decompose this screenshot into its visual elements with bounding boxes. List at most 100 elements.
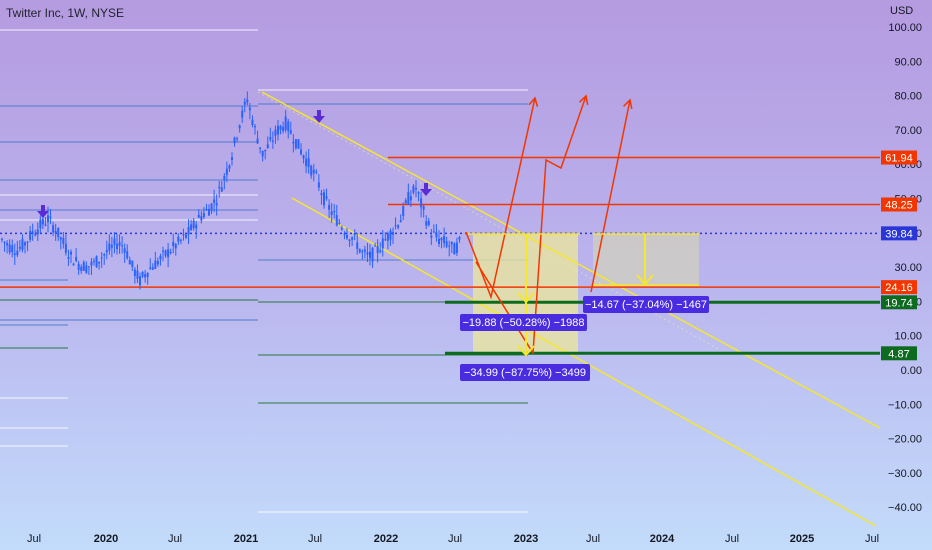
candle-body [172, 241, 175, 247]
candle-body [389, 230, 392, 240]
candle-body [386, 233, 389, 241]
candle-body [279, 125, 282, 130]
candle-body [36, 229, 39, 235]
candle-body [392, 231, 394, 235]
candle-body [213, 199, 216, 203]
candle-body [139, 276, 141, 286]
candle-body [167, 249, 170, 258]
x-tick-label: 2025 [790, 533, 814, 545]
candle-body [144, 274, 147, 278]
candle-body [202, 213, 205, 217]
candle-body [430, 235, 433, 238]
candle-body [108, 243, 111, 251]
candle-body [90, 261, 93, 266]
candle-body [402, 206, 405, 216]
candle-body [215, 203, 218, 206]
x-tick-label: Jul [865, 533, 879, 545]
candle-body [59, 237, 62, 240]
candle-body [113, 238, 116, 245]
x-tick-label: Jul [308, 533, 322, 545]
price-tag-bg [881, 150, 917, 165]
candle-body [340, 227, 343, 230]
candle-body [415, 188, 417, 190]
candle-body [358, 249, 361, 253]
measure-arrowhead [517, 345, 535, 357]
candle-body [210, 203, 213, 211]
forecast-path [465, 97, 536, 300]
candle-body [121, 245, 124, 247]
candle-body [3, 241, 6, 243]
candle-body [197, 214, 200, 218]
price-tag-4.87[interactable]: 4.87 [881, 346, 917, 361]
forecast-path [590, 99, 631, 293]
candle-body [394, 225, 397, 227]
candle-body [425, 221, 428, 226]
candle-body [200, 216, 203, 221]
candle-body [208, 208, 210, 216]
candle-body [438, 238, 440, 245]
candle-body [95, 256, 98, 268]
candle-body [412, 185, 415, 193]
candle-body [379, 250, 382, 253]
candle-body [445, 241, 448, 247]
candle-body [26, 241, 29, 243]
measure-label-bg [460, 364, 590, 381]
candle-body [128, 259, 131, 265]
price-tag-48.25[interactable]: 48.25 [881, 197, 917, 212]
measure-label: −14.67 (−37.04%) −1467 [583, 296, 709, 313]
candle-body [259, 147, 262, 149]
candle-body [348, 239, 351, 241]
candle-body [274, 129, 277, 136]
candle-body [271, 140, 274, 142]
candle-body [149, 267, 152, 269]
candle-body [131, 260, 134, 267]
candle-body [458, 236, 461, 240]
candle-body [325, 196, 328, 199]
candle-body [320, 193, 323, 196]
candle-body [146, 272, 149, 278]
candle-body [254, 126, 256, 128]
price-tag-19.74[interactable]: 19.74 [881, 295, 917, 310]
candle-body [11, 245, 14, 253]
candle-body [420, 198, 423, 208]
candle-body [297, 139, 300, 149]
candle-body [338, 222, 341, 224]
candle-body [453, 243, 456, 255]
x-tick-label: 2021 [234, 533, 258, 545]
price-tag-61.94[interactable]: 61.94 [881, 150, 917, 165]
candle-body [169, 251, 172, 254]
candle-body [123, 248, 126, 253]
candle-body [236, 138, 239, 140]
candle-body [187, 227, 190, 235]
candle-body [77, 263, 80, 270]
candle-body [49, 216, 52, 218]
candle-body [44, 224, 47, 226]
candle-body [133, 269, 136, 277]
candle-body [75, 256, 78, 261]
candle-body [231, 157, 233, 160]
y-tick-label: −20.00 [888, 434, 922, 446]
candle-body [62, 237, 65, 244]
candle-body [205, 208, 208, 210]
candle-body [305, 158, 308, 167]
candle-body [98, 261, 101, 264]
candle-body [47, 215, 49, 223]
x-tick-label: Jul [725, 533, 739, 545]
y-tick-label: 0.00 [901, 365, 922, 377]
candle-body [116, 243, 118, 249]
candle-body [164, 250, 167, 256]
price-tag-24.16[interactable]: 24.16 [881, 280, 917, 295]
measure-label-text: −14.67 (−37.04%) −1467 [585, 299, 707, 311]
price-tag-bg [881, 197, 917, 212]
candle-body [397, 225, 400, 228]
candle-body [264, 149, 267, 152]
y-tick-label: 80.00 [894, 91, 922, 103]
candle-body [118, 242, 121, 246]
candle-body [82, 261, 85, 271]
candle-body [353, 233, 356, 235]
price-tag-39.84[interactable]: 39.84 [881, 226, 917, 241]
candle-body [455, 242, 458, 254]
y-tick-label: 30.00 [894, 262, 922, 274]
